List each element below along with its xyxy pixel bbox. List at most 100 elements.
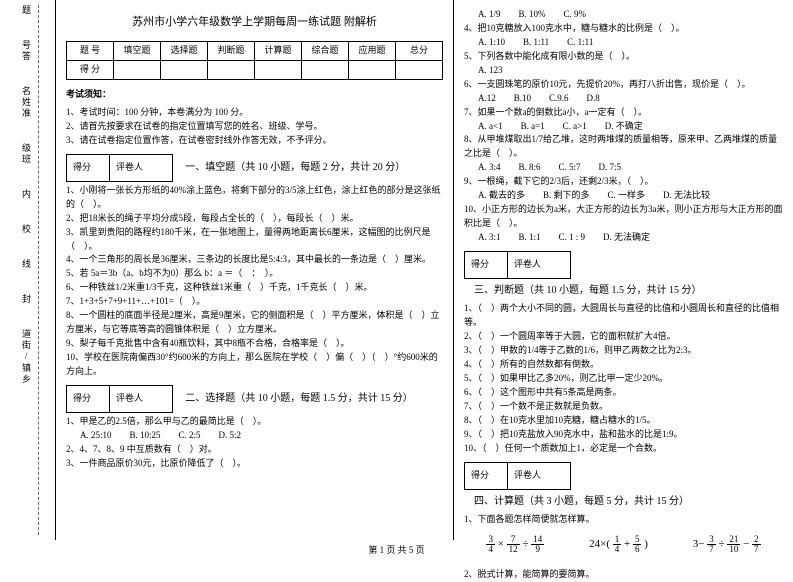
opt: B. 10:25	[130, 429, 161, 443]
opt: D. 7:5	[599, 161, 622, 175]
choice-q: 3、一件商品原价30元，比原价降低了（ ）。	[66, 457, 443, 471]
judge-item: 5、（ ）如果甲比乙多20%，则乙比甲一定少20%。	[464, 372, 783, 386]
opt: A. 截去的多	[478, 189, 525, 203]
td	[255, 61, 302, 80]
q: 6、一支圆珠笔的原价10元，先提价20%，再打八折出售，现价是（ ）。	[464, 78, 783, 92]
score-table: 题 号 填空题 选择题 判断题 计算题 综合题 应用题 总分 得 分	[66, 41, 443, 80]
judge-item: 8、（ ）在10克水里加10克糖，糖占糖水的1/5。	[464, 414, 783, 428]
opt: C. 1:11	[567, 36, 593, 50]
judge-item: 7、（ ）一个数不是正数就是负数。	[464, 400, 783, 414]
fill-item: 8、一个圆柱的底面半径是2厘米，高是9厘米，它的侧面积是（ ）平方厘米，体积是（…	[66, 309, 443, 337]
q: 4、把10克糖放入100克水中，糖与糖水的比例是（ ）。	[464, 22, 783, 36]
score-box: 得分 评卷人	[66, 385, 173, 413]
spine-label: 内	[3, 189, 33, 200]
opt: A. 123	[478, 64, 503, 78]
fill-item: 4、一个三角形的周长是36厘米，三条边的长度比是5:4:3，其中最长的一条边是（…	[66, 253, 443, 267]
fill-item: 10、学校在医院南偏西30°约600米的方向上，那么医院在学校（ ）偏（ ）（ …	[66, 351, 443, 379]
judge-title: 三、判断题（共 10 小题，每题 1.5 分，共计 15 分）	[474, 283, 702, 299]
td	[349, 61, 396, 80]
left-column: 苏州市小学六年级数学上学期每周一练试题 附解析 题 号 填空题 选择题 判断题 …	[56, 0, 453, 540]
td	[208, 61, 255, 80]
opt: D. 无法确定	[603, 231, 650, 245]
judge-item: 6、（ ）这个图形中共有5条高是两条。	[464, 386, 783, 400]
calc-q2: 2、脱式计算，能简算的要简算。	[464, 568, 783, 582]
q: 5、下列各数中能化成有限小数的是（ ）。	[464, 50, 783, 64]
box-label: 评卷人	[508, 463, 570, 489]
calc-q: 1、下面各题怎样简便就怎样算。	[464, 513, 783, 527]
opt: C. 2:5	[179, 429, 201, 443]
box-label: 得分	[465, 252, 508, 278]
q: 7、如果一个数a的倒数比a小，a一定有（ ）。	[464, 106, 783, 120]
spine-label: 线	[3, 259, 33, 270]
expr: 24×( 14 + 56 )	[589, 535, 648, 554]
score-box: 得分 评卷人	[464, 462, 571, 490]
td	[161, 61, 208, 80]
th: 总分	[396, 42, 443, 61]
calc-expressions: 34 × 712 ÷ 149 24×( 14 + 56 ) 3− 37 ÷ 21…	[464, 535, 783, 554]
fill-item: 9、梨子每千克批售中含有40瓶饮料，其中8瓶不合格，合格率是（ ）。	[66, 337, 443, 351]
right-column: A. 1/9 B. 10% C. 9% 4、把10克糖放入100克水中，糖与糖水…	[453, 0, 793, 540]
binding-spine: 题 号答 名姓准 级班 内 校 线 封 道街/镇乡	[0, 0, 56, 540]
th: 应用题	[349, 42, 396, 61]
opt: A. 1/9	[478, 8, 501, 22]
opt: D.8	[587, 92, 600, 106]
score-box: 得分 评卷人	[66, 154, 173, 182]
box-label: 评卷人	[508, 252, 570, 278]
th: 填空题	[114, 42, 161, 61]
q: 8、从甲堆煤取出1/7给乙堆，这时两堆煤的质量相等，原来甲、乙两堆煤的质量之比是…	[464, 133, 783, 161]
opt: A. 3:4	[478, 161, 501, 175]
choice-q: 1、甲是乙的2.5倍，那么甲与乙的最简比是（ ）。	[66, 415, 443, 429]
opt: B. 1:1	[519, 231, 541, 245]
td	[302, 61, 349, 80]
opt: B. a=1	[521, 120, 545, 134]
opt: D. 不确定	[605, 120, 643, 134]
fill-item: 3、凯里到贵阳的路程约180千米，在一张地图上，量得两地距离长6厘米，这幅图的比…	[66, 226, 443, 254]
fill-title: 一、填空题（共 10 小题，每题 2 分，共计 20 分）	[185, 160, 405, 176]
judge-item: 3、（ ）甲数的1/4等于乙数的1/6，则甲乙两数之比为2:3。	[464, 344, 783, 358]
calc-title: 四、计算题（共 3 小题，每题 5 分，共计 15 分）	[474, 494, 689, 510]
expr: 3− 37 ÷ 2110 − 27	[693, 535, 761, 554]
opt: C. 1 : 9	[559, 231, 586, 245]
judge-item: 10、（ ）任何一个质数加上1，必定是一个合数。	[464, 442, 783, 456]
spine-label: 道街/镇乡	[3, 329, 33, 385]
judge-item: 2、（ ）一个圆周率等于大圆，它的面积就扩大4倍。	[464, 330, 783, 344]
opt: A. 25:10	[80, 429, 112, 443]
spine-label: 级班	[3, 143, 33, 165]
opt: B. 8:6	[519, 161, 541, 175]
opt: A. 1:10	[478, 36, 505, 50]
box-label: 评卷人	[110, 386, 172, 412]
spine-label: 题	[3, 5, 33, 16]
spine-label: 封	[3, 294, 33, 305]
exam-title: 苏州市小学六年级数学上学期每周一练试题 附解析	[66, 14, 443, 31]
opt: A.12	[478, 92, 496, 106]
spine-labels: 题 号答 名姓准 级班 内 校 线 封 道街/镇乡	[3, 5, 33, 385]
opts: A.12 B.10 C.9.6 D.8	[478, 92, 783, 106]
score-box: 得分 评卷人	[464, 251, 571, 279]
opt: C. 9%	[564, 8, 587, 22]
instructions-head: 考试须知：	[66, 88, 443, 102]
th: 计算题	[255, 42, 302, 61]
box-label: 得分	[465, 463, 508, 489]
th: 综合题	[302, 42, 349, 61]
choice-opts: A. 25:10 B. 10:25 C. 2:5 D. 5:2	[80, 429, 443, 443]
q: 9、一根绳，截下它的2/3后，还剩2/3米，（ ）。	[464, 175, 783, 189]
opt: C. 一样多	[608, 189, 646, 203]
box-label: 得分	[67, 386, 110, 412]
fill-item: 2、把18米长的绳子平均分成5段，每段占全长的（ ），每段长（ ）米。	[66, 212, 443, 226]
opt: B. 10%	[519, 8, 546, 22]
opt: D. 无法比较	[663, 189, 710, 203]
judge-item: 4、（ ）所有的自然数都有倒数。	[464, 358, 783, 372]
opt: A. a<1	[478, 120, 503, 134]
opt: A. 3:1	[478, 231, 501, 245]
opt: B.10	[514, 92, 531, 106]
box-label: 评卷人	[110, 155, 172, 181]
dotted-line	[38, 5, 39, 535]
judge-item: 9、（ ）把10克盐放入90克水中，盐和盐水的比是1:9。	[464, 428, 783, 442]
td: 得 分	[67, 61, 114, 80]
opt: C. a>1	[563, 120, 587, 134]
fill-item: 7、1+3+5+7+9+11+…+101=（ ）。	[66, 295, 443, 309]
choice-q: 2、4、7、8、9 中互质数有（ ）对。	[66, 443, 443, 457]
opt: D. 5:2	[219, 429, 242, 443]
box-label: 得分	[67, 155, 110, 181]
instruction: 3、请在试卷指定位置作答，在试卷密封线外作答无效，不予评分。	[66, 134, 443, 148]
